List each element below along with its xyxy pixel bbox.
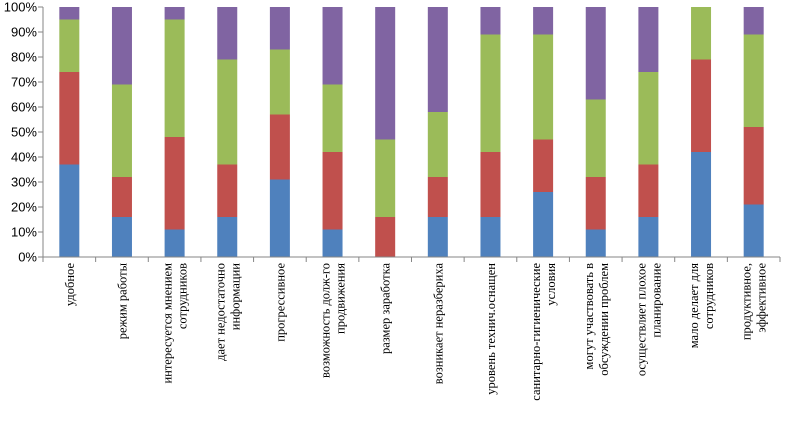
- y-tick-label: 80%: [11, 50, 37, 65]
- bar-segment-series-4: [480, 7, 501, 35]
- x-tick-label: могут участвовать вобсуждении проблем: [582, 263, 611, 376]
- x-tick-label: дает недостаточноинформации: [213, 263, 242, 361]
- x-tick-label: прогрессивное: [273, 263, 287, 342]
- bar-segment-series-3: [322, 84, 343, 152]
- x-axis: удобное режим работы интересуется мнениемс…: [42, 256, 781, 401]
- bar-segment-series-4: [533, 7, 554, 35]
- bars: [59, 7, 764, 257]
- bar-segment-series-3: [217, 59, 238, 165]
- bar-segment-series-3: [585, 99, 606, 177]
- bar-segment-series-2: [217, 164, 238, 217]
- bar-segment-series-1: [585, 229, 606, 257]
- bar-segment-series-1: [322, 229, 343, 257]
- bar-segment-series-4: [743, 7, 764, 35]
- bar-segment-series-3: [59, 19, 80, 72]
- bar-segment-series-1: [111, 217, 132, 257]
- y-tick-label: 30%: [11, 175, 37, 190]
- bar-segment-series-3: [111, 84, 132, 177]
- bar-segment-series-3: [164, 19, 185, 137]
- bar-segment-series-4: [217, 7, 238, 60]
- y-tick-label: 10%: [11, 225, 37, 240]
- y-axis: 0% 10% 20% 30% 40% 50% 60% 70% 80% 90% 100%: [4, 0, 44, 265]
- bar-segment-series-2: [375, 217, 396, 257]
- bar-segment-series-3: [691, 7, 712, 60]
- bar-segment-series-2: [743, 127, 764, 205]
- bar-segment-series-3: [427, 112, 448, 177]
- y-tick-label: 40%: [11, 150, 37, 165]
- bar-segment-series-3: [533, 34, 554, 140]
- bar-segment-series-2: [59, 72, 80, 165]
- bar-segment-series-2: [585, 177, 606, 230]
- x-tick-label: интересуется мнениемсотрудников: [161, 263, 190, 384]
- bar-segment-series-4: [111, 7, 132, 85]
- bar-segment-series-3: [480, 34, 501, 152]
- y-tick-label: 60%: [11, 100, 37, 115]
- x-tick-label: размер заработка: [379, 263, 393, 354]
- bar-segment-series-3: [638, 72, 659, 165]
- bar-segment-series-1: [638, 217, 659, 257]
- x-tick-label: возможность долж-гопродвижения: [319, 263, 348, 378]
- x-tick-label: удобное: [63, 263, 77, 307]
- bar-segment-series-2: [427, 177, 448, 217]
- bar-segment-series-3: [375, 139, 396, 217]
- bar-segment-series-4: [269, 7, 290, 50]
- y-tick-label: 50%: [11, 125, 37, 140]
- bar-segment-series-2: [480, 152, 501, 217]
- bar-segment-series-4: [164, 7, 185, 20]
- bar-segment-series-1: [427, 217, 448, 257]
- x-tick-label: уровень технич.оснащен: [484, 263, 498, 395]
- y-tick-label: 0%: [18, 250, 37, 265]
- bar-segment-series-1: [533, 192, 554, 257]
- bar-segment-series-4: [585, 7, 606, 100]
- y-tick-label: 100%: [4, 0, 38, 15]
- bar-segment-series-1: [59, 164, 80, 257]
- bar-segment-series-3: [269, 49, 290, 115]
- y-tick-label: 20%: [11, 200, 37, 215]
- x-tick-label: осуществляет плохоепланирование: [634, 263, 663, 377]
- bar-segment-series-4: [322, 7, 343, 85]
- bar-segment-series-2: [269, 114, 290, 180]
- bar-segment-series-4: [59, 7, 80, 20]
- bar-segment-series-1: [480, 217, 501, 257]
- bar-segment-series-1: [269, 179, 290, 257]
- x-tick-label: санитарно-гигиеническиеусловия: [529, 263, 558, 401]
- bar-segment-series-2: [691, 59, 712, 152]
- x-tick-label: продуктивное,эффективное: [740, 263, 769, 341]
- bar-segment-series-4: [427, 7, 448, 112]
- bar-segment-series-2: [533, 139, 554, 192]
- x-tick-label: мало делает длясотрудников: [687, 263, 716, 349]
- bar-segment-series-2: [164, 137, 185, 230]
- y-tick-label: 70%: [11, 75, 37, 90]
- bar-segment-series-4: [375, 7, 396, 140]
- bar-segment-series-1: [743, 204, 764, 257]
- x-tick-label: возникает неразбериха: [431, 263, 445, 385]
- bar-segment-series-4: [638, 7, 659, 72]
- x-tick-label: режим работы: [115, 262, 129, 339]
- bar-segment-series-1: [217, 217, 238, 257]
- y-tick-label: 90%: [11, 25, 37, 40]
- bar-segment-series-1: [164, 229, 185, 257]
- bar-segment-series-1: [691, 152, 712, 257]
- bar-segment-series-2: [111, 177, 132, 217]
- bar-segment-series-2: [638, 164, 659, 217]
- bar-segment-series-2: [322, 152, 343, 230]
- bar-segment-series-3: [743, 34, 764, 127]
